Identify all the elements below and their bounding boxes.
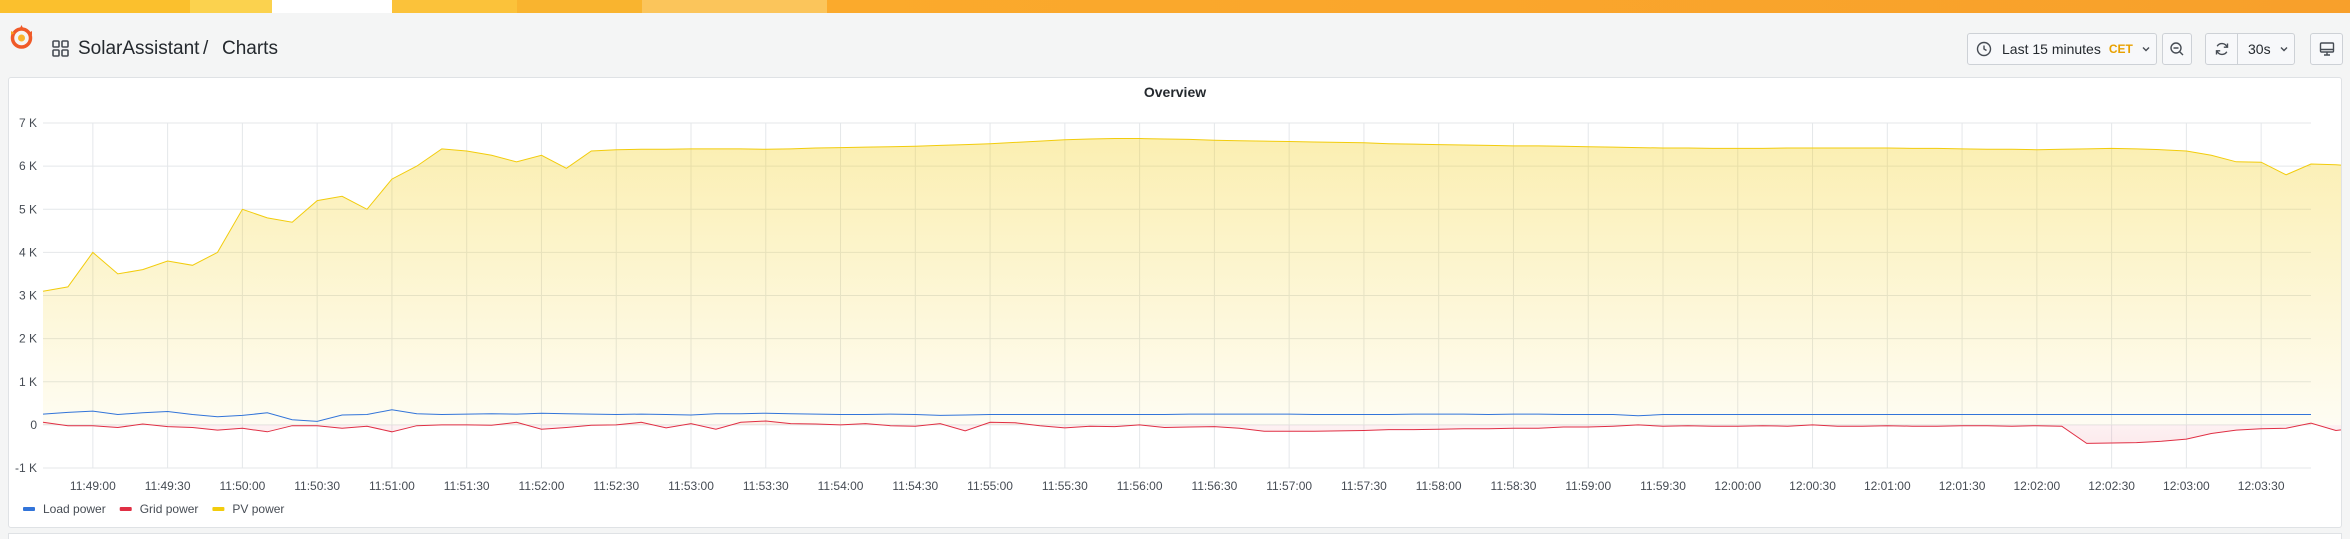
chevron-down-icon [2280, 47, 2288, 52]
refresh-interval-picker[interactable]: 30s [2237, 33, 2295, 65]
breadcrumb-page-title: Charts [222, 38, 278, 59]
loading-bar-segment [272, 0, 392, 13]
kiosk-mode-button[interactable] [2310, 33, 2343, 65]
x-tick-label: 11:58:30 [1491, 479, 1537, 493]
y-tick-label: 5 K [19, 202, 37, 216]
x-tick-label: 11:49:00 [70, 479, 116, 493]
x-tick-label: 11:50:00 [219, 479, 265, 493]
x-tick-label: 11:53:30 [743, 479, 789, 493]
breadcrumb-dashboards-link[interactable]: SolarAssistant [78, 38, 200, 59]
loading-bar [0, 0, 2350, 13]
x-tick-label: 11:59:30 [1640, 479, 1686, 493]
legend-swatch [212, 507, 225, 511]
x-tick-label: 11:57:30 [1341, 479, 1387, 493]
x-tick-label: 11:54:00 [818, 479, 864, 493]
x-tick-label: 12:02:30 [2088, 479, 2135, 493]
grafana-logo-icon[interactable] [8, 24, 35, 51]
loading-bar-segment [827, 0, 2350, 13]
x-tick-label: 11:51:00 [369, 479, 415, 493]
x-tick-label: 11:53:00 [668, 479, 714, 493]
zoom-out-button[interactable] [2162, 33, 2192, 65]
x-tick-label: 11:56:30 [1191, 479, 1237, 493]
x-tick-label: 12:00:00 [1714, 479, 1761, 493]
x-tick-label: 12:02:00 [2013, 479, 2060, 493]
zoom-out-icon [2170, 42, 2184, 56]
refresh-icon [2215, 42, 2228, 56]
panel-title[interactable]: Overview [1143, 84, 1207, 100]
loading-bar-segment [642, 0, 827, 13]
x-tick-label: 11:56:00 [1117, 479, 1163, 493]
legend-swatch [119, 507, 132, 511]
y-tick-label: 2 K [19, 332, 37, 346]
series-area-grid-power [43, 421, 2341, 444]
x-tick-label: 11:57:00 [1266, 479, 1312, 493]
refresh-button[interactable] [2205, 33, 2238, 65]
monitor-icon [2319, 42, 2334, 56]
y-tick-label: 4 K [19, 245, 37, 259]
x-tick-label: 11:59:00 [1565, 479, 1611, 493]
series-line-load-power[interactable] [42, 409, 2311, 422]
x-tick-label: 11:52:30 [593, 479, 639, 493]
top-navbar: SolarAssistant / Charts Last 15 minutes … [0, 13, 2350, 65]
x-tick-label: 11:52:00 [519, 479, 565, 493]
loading-bar-segment [517, 0, 642, 13]
x-tick-label: 12:00:30 [1789, 479, 1836, 493]
time-range-label: Last 15 minutes [2002, 41, 2101, 57]
timezone-badge: CET [2108, 42, 2133, 56]
dashboards-grid-icon[interactable] [52, 40, 69, 57]
x-tick-label: 12:03:00 [2163, 479, 2210, 493]
series-area-pv-power [43, 138, 2341, 425]
x-tick-label: 11:50:30 [294, 479, 340, 493]
legend-item[interactable]: Grid power [140, 502, 199, 516]
y-tick-label: 6 K [19, 159, 37, 173]
time-range-picker[interactable]: Last 15 minutes CET [1967, 33, 2157, 65]
y-tick-label: -1 K [15, 461, 37, 475]
breadcrumb-separator: / [203, 38, 209, 59]
y-tick-label: 1 K [19, 375, 37, 389]
series-line-pv-power[interactable] [42, 138, 2341, 292]
x-tick-label: 11:55:00 [967, 479, 1013, 493]
x-tick-label: 11:58:00 [1416, 479, 1462, 493]
loading-bar-segment [392, 0, 517, 13]
x-tick-label: 11:49:30 [145, 479, 191, 493]
x-tick-label: 12:01:30 [1939, 479, 1986, 493]
x-tick-label: 11:51:30 [444, 479, 490, 493]
series-line-grid-power[interactable] [42, 420, 2341, 444]
x-tick-label: 12:03:30 [2238, 479, 2285, 493]
overview-panel: Overview -1 K 0 1 K 2 K 3 K 4 K 5 K 6 K 7 K 11:49… [8, 77, 2342, 528]
overview-chart[interactable]: -1 K 0 1 K 2 K 3 K 4 K 5 K 6 K 7 K 11:49:00 11:49:… [9, 78, 2341, 527]
legend-item[interactable]: Load power [43, 502, 106, 516]
refresh-interval-label: 30s [2248, 41, 2271, 57]
x-tick-label: 12:01:00 [1864, 479, 1911, 493]
loading-bar-segment [0, 0, 190, 13]
x-tick-label: 11:54:30 [892, 479, 938, 493]
next-panel-edge [8, 533, 2342, 539]
legend-swatch [23, 507, 35, 511]
y-tick-label: 7 K [19, 116, 37, 130]
legend-item[interactable]: PV power [232, 502, 284, 516]
clock-icon [1976, 41, 1992, 57]
chevron-down-icon [2142, 47, 2150, 52]
y-tick-label: 3 K [19, 289, 37, 303]
y-tick-label: 0 [30, 418, 37, 432]
x-tick-label: 11:55:30 [1042, 479, 1088, 493]
